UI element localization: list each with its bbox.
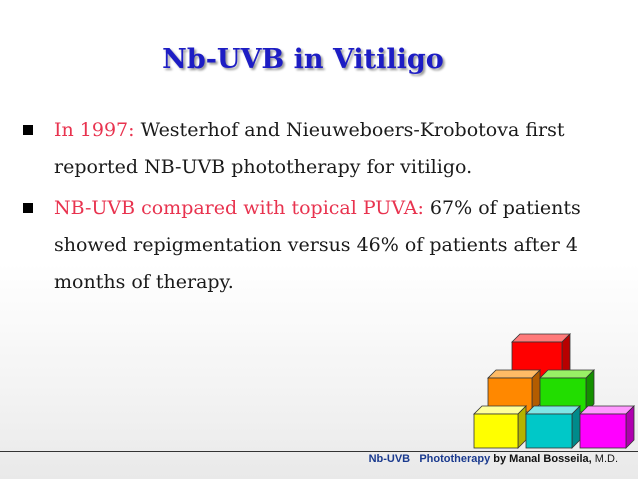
cube-pyramid-icon xyxy=(473,333,635,449)
footer-subject: Phototherapy xyxy=(419,453,491,465)
bullet-list: In 1997: Westerhof and Nieuweboers-Krobo… xyxy=(23,112,613,305)
bullet-highlight: NB-UVB compared with topical PUVA: xyxy=(54,197,424,219)
footer-author: by Manal Bosseila, xyxy=(493,453,592,465)
bullet-text: Westerhof and Nieuweboers-Krobotova firs… xyxy=(54,119,565,178)
bullet-item: NB-UVB compared with topical PUVA: 67% o… xyxy=(23,190,613,301)
bullet-highlight: In 1997: xyxy=(54,119,135,141)
footer-divider xyxy=(0,451,638,452)
bullet-item: In 1997: Westerhof and Nieuweboers-Krobo… xyxy=(23,112,613,186)
bullet-square-icon xyxy=(23,203,33,213)
bullet-square-icon xyxy=(23,125,33,135)
footer-degree: M.D. xyxy=(591,453,618,465)
footer: Nb-UVB Phototherapy by Manal Bosseila, M… xyxy=(369,453,618,466)
footer-topic: Nb-UVB xyxy=(368,453,411,465)
bullet-text: 67% of patients showed repigmentation ve… xyxy=(54,197,581,293)
slide-title: Nb-UVB in Vitiligo xyxy=(162,44,444,75)
